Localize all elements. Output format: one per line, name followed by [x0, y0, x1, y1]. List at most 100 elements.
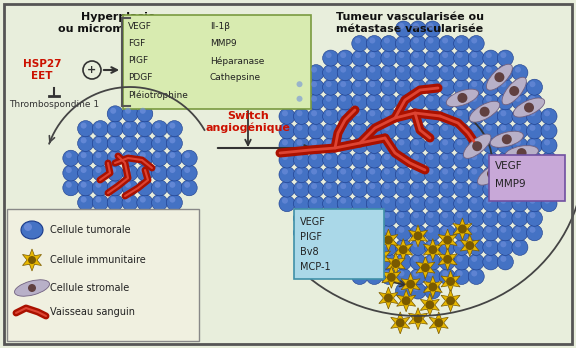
- Polygon shape: [408, 225, 427, 247]
- Circle shape: [454, 152, 469, 168]
- Circle shape: [425, 239, 441, 255]
- Circle shape: [166, 209, 183, 226]
- Circle shape: [425, 196, 441, 212]
- Circle shape: [308, 239, 324, 255]
- Circle shape: [323, 239, 339, 255]
- Circle shape: [486, 227, 492, 233]
- Circle shape: [323, 94, 339, 110]
- Circle shape: [279, 181, 295, 197]
- Circle shape: [399, 245, 408, 254]
- Circle shape: [410, 50, 426, 66]
- Ellipse shape: [486, 64, 513, 90]
- Circle shape: [457, 125, 463, 131]
- Circle shape: [151, 180, 168, 196]
- Circle shape: [501, 140, 506, 145]
- Text: MCP-1: MCP-1: [300, 262, 331, 272]
- Circle shape: [110, 152, 116, 158]
- Circle shape: [396, 239, 411, 255]
- Circle shape: [381, 94, 397, 110]
- Circle shape: [125, 226, 131, 232]
- Circle shape: [140, 137, 146, 143]
- Circle shape: [340, 125, 346, 131]
- Circle shape: [457, 242, 463, 247]
- Circle shape: [279, 123, 295, 139]
- Circle shape: [442, 168, 448, 175]
- Circle shape: [396, 254, 411, 270]
- Circle shape: [297, 96, 302, 102]
- Circle shape: [410, 239, 426, 255]
- Circle shape: [446, 277, 455, 286]
- Circle shape: [337, 196, 353, 212]
- Circle shape: [414, 314, 423, 323]
- Circle shape: [384, 154, 390, 160]
- Circle shape: [325, 212, 332, 218]
- Circle shape: [501, 256, 506, 262]
- Polygon shape: [441, 270, 460, 292]
- Circle shape: [454, 123, 469, 139]
- Circle shape: [352, 65, 367, 81]
- Circle shape: [427, 270, 434, 276]
- Circle shape: [81, 197, 86, 203]
- Circle shape: [366, 210, 382, 226]
- Circle shape: [512, 181, 528, 197]
- Circle shape: [399, 110, 404, 116]
- Text: VEGF: VEGF: [128, 22, 152, 31]
- Circle shape: [166, 180, 183, 196]
- Circle shape: [427, 81, 434, 87]
- Circle shape: [471, 140, 478, 145]
- Circle shape: [483, 254, 499, 270]
- Circle shape: [369, 168, 376, 175]
- Circle shape: [468, 254, 484, 270]
- Circle shape: [92, 135, 108, 151]
- Circle shape: [154, 122, 161, 129]
- Circle shape: [137, 195, 153, 211]
- Circle shape: [140, 197, 146, 203]
- Circle shape: [355, 96, 361, 102]
- Circle shape: [509, 86, 519, 96]
- Circle shape: [369, 270, 376, 276]
- Circle shape: [427, 38, 434, 44]
- Circle shape: [501, 66, 506, 73]
- Circle shape: [384, 183, 390, 189]
- Circle shape: [78, 195, 93, 211]
- Circle shape: [366, 196, 382, 212]
- Circle shape: [308, 94, 324, 110]
- Polygon shape: [372, 246, 391, 268]
- Circle shape: [166, 165, 183, 181]
- Circle shape: [352, 210, 367, 226]
- Circle shape: [282, 154, 288, 160]
- Polygon shape: [429, 312, 448, 334]
- Circle shape: [92, 209, 108, 226]
- Circle shape: [442, 110, 448, 116]
- Circle shape: [457, 212, 463, 218]
- Circle shape: [337, 239, 353, 255]
- Circle shape: [308, 79, 324, 95]
- Circle shape: [410, 123, 426, 139]
- Circle shape: [544, 183, 550, 189]
- Circle shape: [529, 198, 536, 204]
- Circle shape: [512, 108, 528, 124]
- Circle shape: [381, 254, 397, 270]
- Circle shape: [501, 125, 506, 131]
- Circle shape: [294, 181, 309, 197]
- Circle shape: [63, 180, 79, 196]
- Circle shape: [425, 181, 441, 197]
- Circle shape: [427, 198, 434, 204]
- Circle shape: [486, 52, 492, 58]
- Circle shape: [497, 254, 513, 270]
- Circle shape: [434, 318, 443, 327]
- Circle shape: [381, 152, 397, 168]
- Circle shape: [413, 140, 419, 145]
- Ellipse shape: [21, 221, 43, 239]
- Circle shape: [396, 65, 411, 81]
- Circle shape: [399, 125, 404, 131]
- Circle shape: [340, 66, 346, 73]
- Circle shape: [483, 152, 499, 168]
- Circle shape: [399, 242, 404, 247]
- Circle shape: [311, 168, 317, 175]
- Circle shape: [465, 241, 474, 250]
- Circle shape: [396, 318, 405, 327]
- Circle shape: [410, 137, 426, 153]
- Circle shape: [391, 259, 400, 268]
- Circle shape: [439, 123, 455, 139]
